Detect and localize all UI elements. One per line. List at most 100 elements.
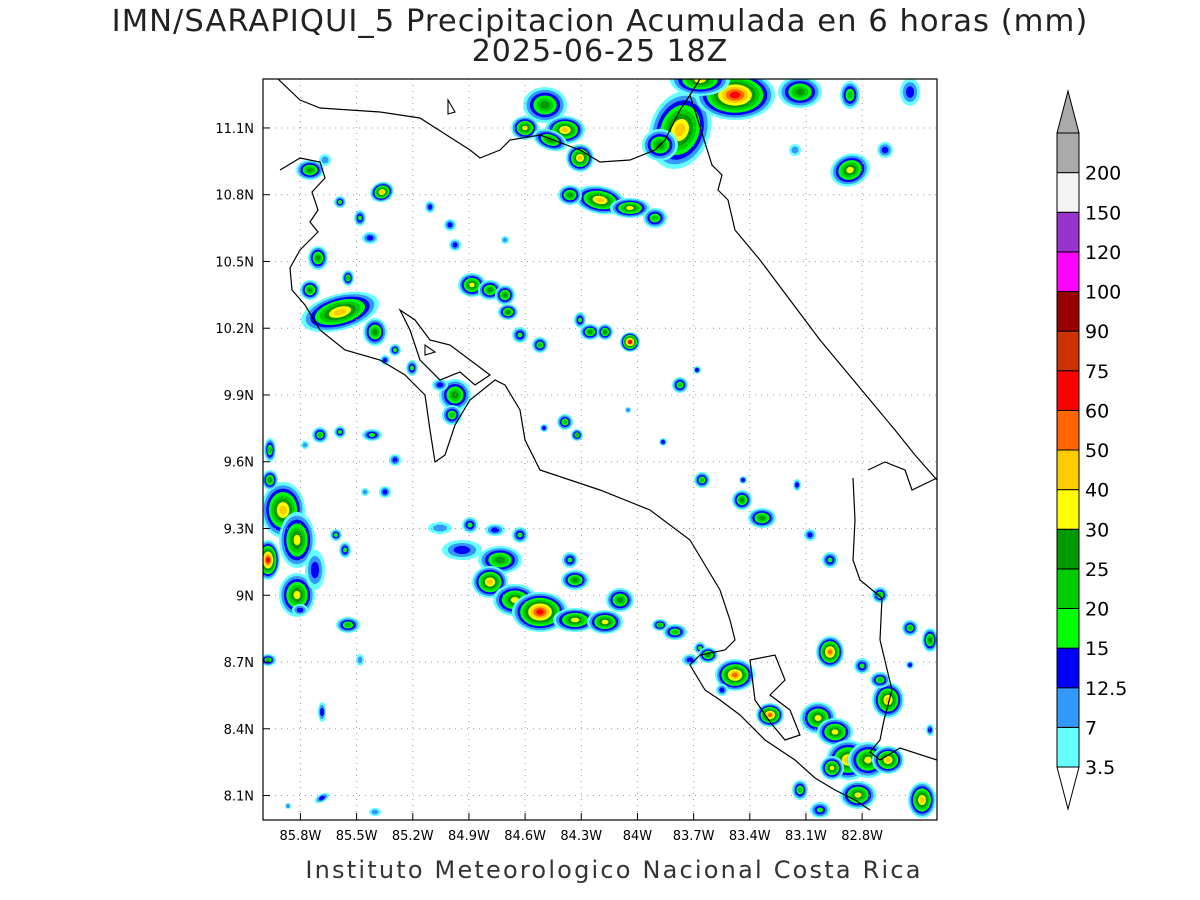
precip-contour	[562, 419, 568, 425]
precip-cell	[314, 792, 330, 804]
precip-cell	[389, 454, 401, 466]
precip-contour	[601, 619, 609, 625]
lon-tick-label: 83.4W	[729, 829, 771, 844]
precip-cell	[694, 472, 710, 488]
precip-contour	[698, 646, 702, 650]
precip-cell	[587, 610, 623, 634]
precip-cell	[279, 512, 315, 568]
precip-cell	[872, 682, 904, 718]
precip-cell	[840, 81, 860, 109]
precip-cell	[462, 517, 478, 533]
lon-tick-label: 85.2W	[392, 829, 434, 844]
colorbar-swatch	[1056, 251, 1080, 292]
precip-contour	[758, 515, 766, 521]
precip-contour	[827, 557, 833, 563]
precip-contour	[502, 292, 508, 298]
precip-contour	[302, 442, 308, 448]
lon-tick-label: 85.5W	[336, 829, 378, 844]
precip-cell	[574, 312, 586, 328]
precip-contour	[928, 637, 932, 643]
colorbar-swatch	[1056, 211, 1080, 253]
precip-cell	[906, 661, 914, 669]
precip-cell	[380, 355, 390, 365]
precip-contour	[859, 663, 865, 669]
precip-cell	[748, 508, 776, 528]
precip-contour	[382, 357, 388, 363]
precip-cell	[900, 79, 920, 106]
precip-contour	[561, 127, 569, 133]
precip-cell	[330, 529, 342, 541]
precip-contour	[816, 807, 824, 813]
precip-contour	[686, 657, 694, 663]
precip-contour	[362, 489, 368, 495]
precip-contour	[318, 795, 326, 801]
precip-contour	[333, 308, 347, 316]
precip-contour	[571, 577, 579, 583]
lon-tick-label: 84.9W	[448, 829, 490, 844]
precip-cell	[501, 236, 509, 244]
lat-tick-label: 10.8N	[215, 189, 254, 204]
precip-contour	[908, 663, 912, 667]
precip-cell	[830, 153, 870, 187]
lat-tick-label: 11.1N	[215, 122, 254, 137]
precip-contour	[469, 282, 475, 288]
precip-cell	[279, 573, 315, 617]
precip-contour	[846, 166, 854, 174]
precip-contour	[854, 792, 862, 798]
precip-contour	[628, 340, 632, 344]
precip-contour	[427, 204, 433, 210]
precip-contour	[657, 623, 663, 627]
precip-contour	[453, 545, 471, 555]
precip-cell	[406, 360, 418, 376]
precip-cell	[356, 654, 364, 666]
precip-contour	[343, 547, 347, 553]
precipitation-field	[263, 79, 937, 818]
precip-cell	[571, 429, 583, 441]
precip-cell	[285, 803, 291, 809]
precip-contour	[338, 430, 342, 434]
precip-cell	[339, 542, 351, 558]
precip-cell	[512, 327, 528, 343]
precip-cell	[926, 724, 934, 736]
precip-contour	[540, 101, 550, 109]
precip-cell	[822, 552, 838, 568]
colorbar-legend: 3.5 7 12.5 15 20 25 30 40 50 60 75 90 100 120 150 200	[1056, 89, 1127, 811]
precip-contour	[338, 200, 342, 204]
colorbar-swatch	[1056, 687, 1080, 728]
colorbar-swatch	[1056, 726, 1080, 768]
precip-contour	[467, 522, 473, 528]
precip-cell	[319, 154, 331, 166]
precip-cell	[877, 142, 893, 158]
precip-contour	[919, 797, 925, 803]
precip-cell	[561, 570, 589, 590]
precip-cell	[389, 344, 401, 356]
precip-cell	[597, 324, 613, 340]
colorbar-label: 200	[1085, 163, 1121, 185]
precip-contour	[732, 672, 738, 678]
lat-tick-label: 9N	[236, 589, 254, 604]
precip-contour	[334, 533, 338, 537]
colorbar-label: 30	[1085, 519, 1109, 541]
lon-tick-label: 83.7W	[673, 829, 715, 844]
precip-contour	[847, 91, 853, 99]
precip-contour	[321, 156, 329, 164]
precip-contour	[729, 91, 741, 99]
precip-cell	[693, 366, 701, 374]
precip-cell	[778, 79, 822, 108]
precip-contour	[595, 197, 605, 203]
precip-contour	[296, 607, 304, 613]
precip-contour	[307, 287, 313, 293]
precip-contour	[320, 707, 324, 717]
precip-contour	[829, 765, 835, 771]
colorbar-label: 20	[1085, 599, 1109, 621]
precip-contour	[831, 729, 839, 735]
precip-contour	[542, 426, 546, 430]
precip-contour	[537, 342, 543, 348]
precip-contour	[577, 155, 583, 161]
precip-contour	[436, 382, 444, 388]
precip-contour	[814, 714, 822, 722]
precip-cell	[792, 780, 808, 800]
colorbar-label: 120	[1085, 242, 1121, 264]
colorbar-label: 15	[1085, 638, 1109, 660]
precip-cell	[716, 684, 728, 696]
